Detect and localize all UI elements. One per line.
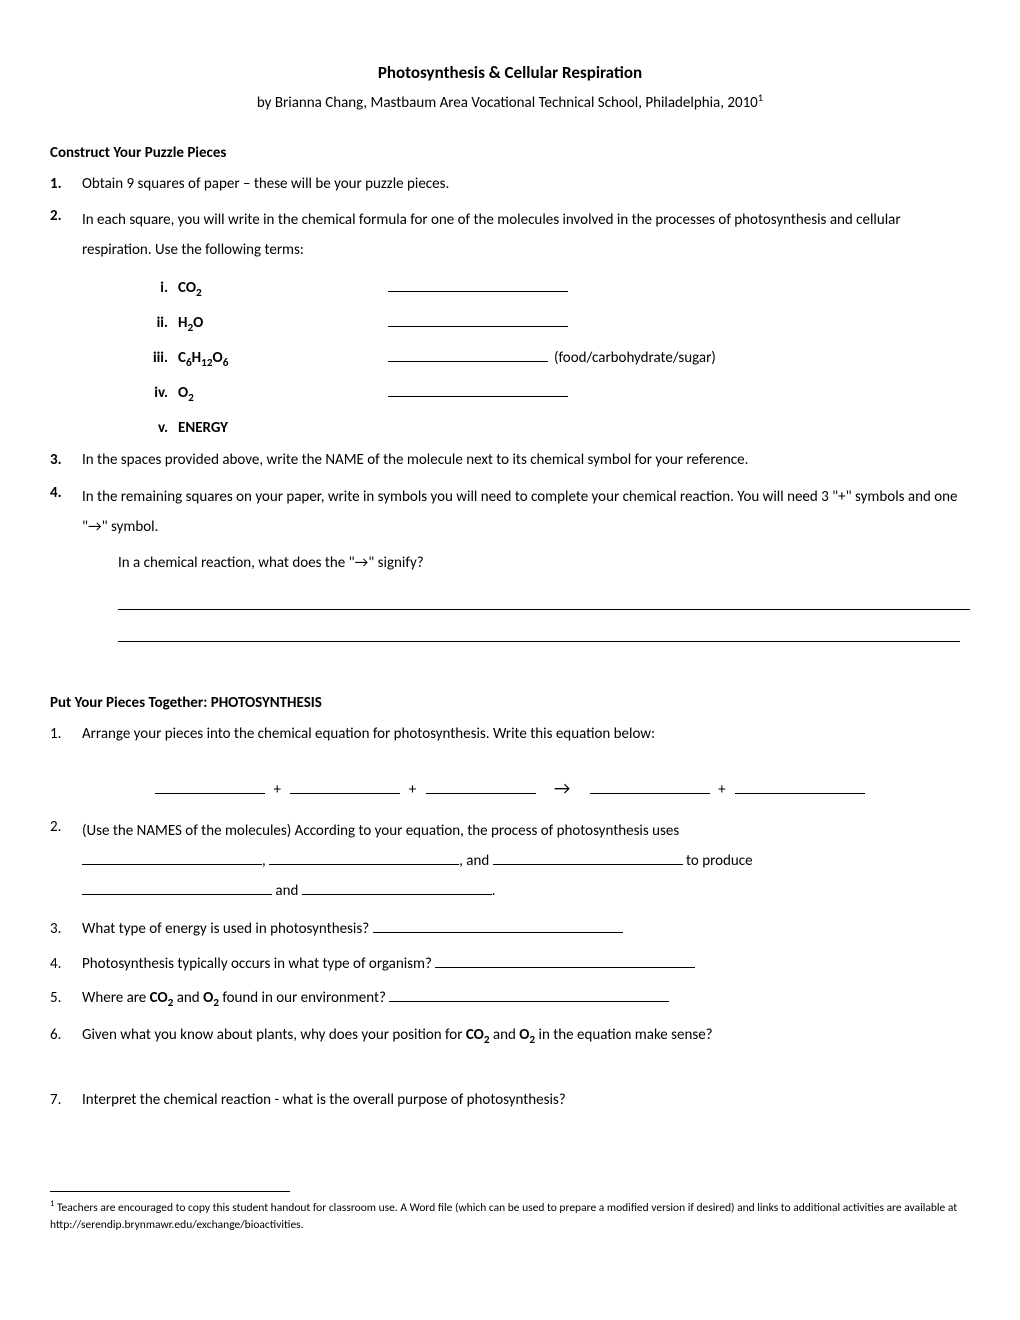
section2-list-cont: 2. (Use the NAMES of the molecules) Acco…	[50, 816, 970, 1111]
item-text: Where are CO2 and O2 found in our enviro…	[82, 987, 970, 1012]
item-number: 4.	[50, 953, 82, 976]
molecule-item: ii. H2O	[132, 312, 970, 337]
section2-heading: Put Your Pieces Together: PHOTOSYNTHESIS	[50, 692, 970, 715]
section1-list: 1. Obtain 9 squares of paper – these wil…	[50, 173, 970, 266]
item-text: Obtain 9 squares of paper – these will b…	[82, 173, 970, 196]
molecule-formula: ENERGY	[178, 417, 388, 440]
item-number: 3.	[50, 449, 82, 472]
section1-list-cont: 3. In the spaces provided above, write t…	[50, 449, 970, 542]
item-text: (Use the NAMES of the molecules) Accordi…	[82, 816, 970, 906]
item-text: What type of energy is used in photosynt…	[82, 918, 970, 941]
document-byline: by Brianna Chang, Mastbaum Area Vocation…	[50, 90, 970, 115]
fill-blank	[388, 312, 568, 327]
list-item: 4. In the remaining squares on your pape…	[50, 482, 970, 542]
roman-numeral: iii.	[132, 347, 168, 370]
list-item: 5. Where are CO2 and O2 found in our env…	[50, 987, 970, 1012]
roman-numeral: v.	[132, 417, 168, 440]
item-text: Given what you know about plants, why do…	[82, 1024, 970, 1049]
fill-blank	[388, 382, 568, 397]
list-item: 4. Photosynthesis typically occurs in wh…	[50, 953, 970, 976]
item-number: 7.	[50, 1089, 82, 1112]
list-item: 3. What type of energy is used in photos…	[50, 918, 970, 941]
item-number: 2.	[50, 205, 82, 265]
answer-line	[118, 592, 970, 610]
arrow-question: In a chemical reaction, what does the "→…	[50, 552, 970, 575]
list-item: 2. (Use the NAMES of the molecules) Acco…	[50, 816, 970, 906]
byline-prefix: by	[257, 94, 275, 112]
item-text: Interpret the chemical reaction - what i…	[82, 1089, 970, 1112]
footnote-ref: 1	[758, 91, 763, 104]
item-text: In the spaces provided above, write the …	[82, 449, 970, 472]
item-number: 3.	[50, 918, 82, 941]
city: Philadelphia	[645, 94, 720, 112]
item-number: 4.	[50, 482, 82, 542]
school: Mastbaum Area Vocational Technical Schoo…	[371, 94, 639, 112]
molecule-formula: C6H12O6	[178, 347, 388, 372]
item-text: In the remaining squares on your paper, …	[82, 482, 970, 542]
molecule-list: i. CO2 ii. H2O iii. C6H12O6 (food/carboh…	[50, 277, 970, 439]
molecule-item: iv. O2	[132, 382, 970, 407]
author-name: Brianna Chang	[275, 94, 364, 112]
year: 2010	[727, 94, 757, 112]
list-item: 2. In each square, you will write in the…	[50, 205, 970, 265]
list-item: 6. Given what you know about plants, why…	[50, 1024, 970, 1049]
molecule-formula: CO2	[178, 277, 388, 302]
fill-blank	[388, 347, 548, 362]
item-text: In each square, you will write in the ch…	[82, 205, 970, 265]
molecule-formula: O2	[178, 382, 388, 407]
molecule-formula: H2O	[178, 312, 388, 337]
footnote-text: 1 Teachers are encouraged to copy this s…	[50, 1198, 970, 1234]
equation-blanks: + + → +	[50, 775, 970, 802]
list-item: 7. Interpret the chemical reaction - wha…	[50, 1089, 970, 1112]
molecule-item: iii. C6H12O6 (food/carbohydrate/sugar)	[132, 347, 970, 372]
roman-numeral: ii.	[132, 312, 168, 335]
document-title: Photosynthesis & Cellular Respiration	[50, 60, 970, 86]
fill-blank	[388, 277, 568, 292]
molecule-item: i. CO2	[132, 277, 970, 302]
item-number: 1.	[50, 723, 82, 746]
answer-line	[118, 624, 960, 642]
item-number: 5.	[50, 987, 82, 1012]
item-number: 6.	[50, 1024, 82, 1049]
item-number: 2.	[50, 816, 82, 906]
molecule-item: v. ENERGY	[132, 417, 970, 440]
item-text: Arrange your pieces into the chemical eq…	[82, 723, 970, 746]
list-item: 1. Obtain 9 squares of paper – these wil…	[50, 173, 970, 196]
roman-numeral: iv.	[132, 382, 168, 405]
roman-numeral: i.	[132, 277, 168, 300]
section2-list: 1. Arrange your pieces into the chemical…	[50, 723, 970, 746]
list-item: 1. Arrange your pieces into the chemical…	[50, 723, 970, 746]
list-item: 3. In the spaces provided above, write t…	[50, 449, 970, 472]
item-text: Photosynthesis typically occurs in what …	[82, 953, 970, 976]
molecule-note: (food/carbohydrate/sugar)	[554, 347, 716, 370]
footnote-separator	[50, 1191, 290, 1192]
section1-heading: Construct Your Puzzle Pieces	[50, 142, 970, 165]
arrow-icon: →	[554, 777, 571, 799]
item-number: 1.	[50, 173, 82, 196]
